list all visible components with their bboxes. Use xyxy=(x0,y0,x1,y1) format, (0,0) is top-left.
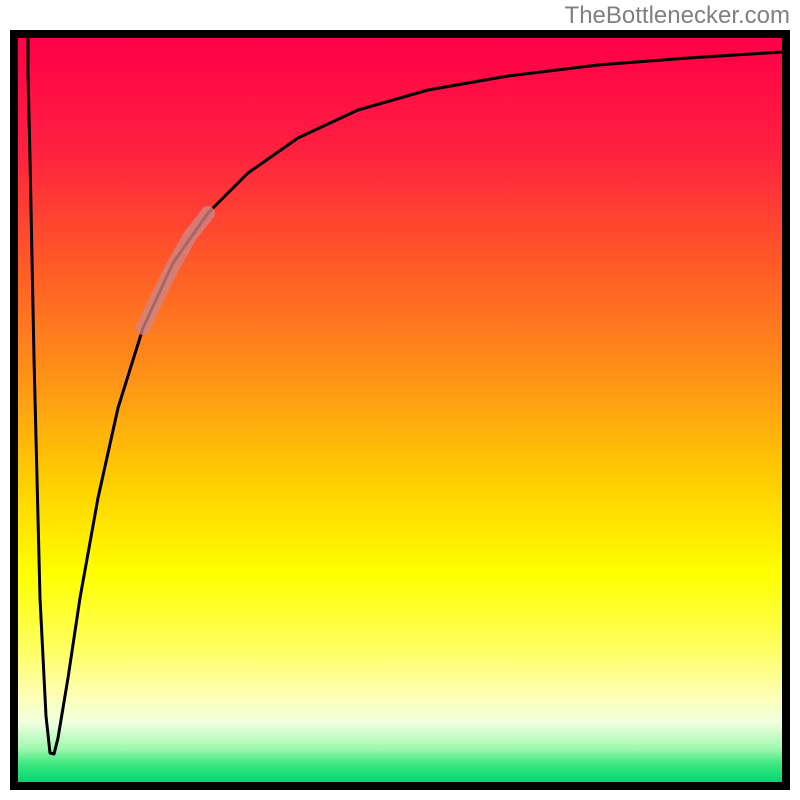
chart-frame xyxy=(10,30,790,790)
curve-layer xyxy=(18,38,782,782)
main-curve xyxy=(28,38,782,754)
watermark-text: TheBottlenecker.com xyxy=(565,2,790,30)
plot-area xyxy=(18,38,782,782)
overlay-highlight-segment xyxy=(143,213,208,328)
